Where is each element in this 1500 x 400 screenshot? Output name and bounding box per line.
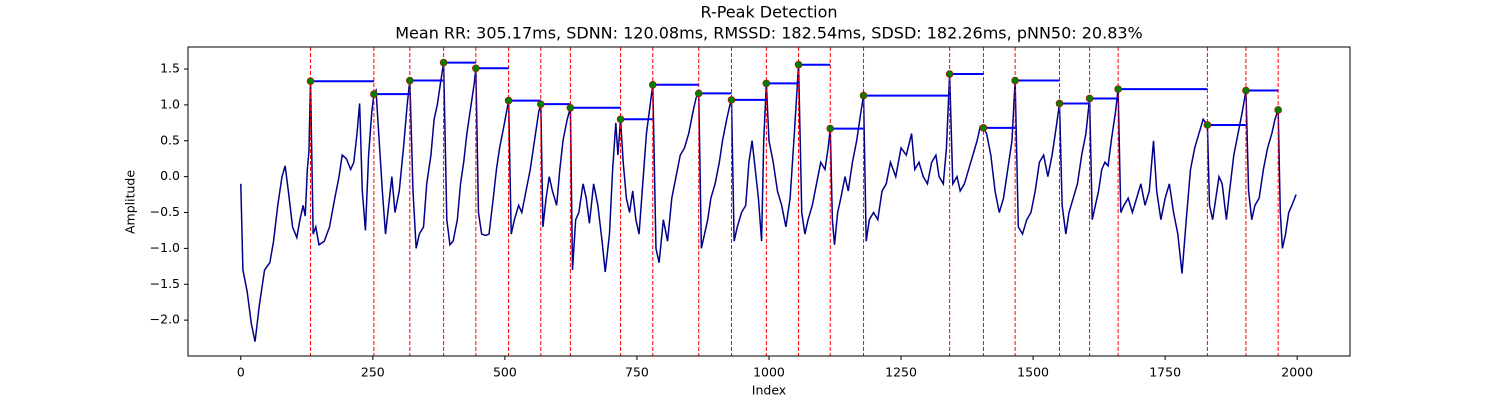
peak-marker: [537, 100, 545, 108]
x-tick-label: 750: [625, 365, 649, 380]
chart-title: R-Peak Detection: [700, 3, 837, 22]
y-tick-label: 0.5: [160, 132, 180, 147]
peak-marker: [1085, 94, 1094, 103]
x-axis-label: Index: [752, 383, 786, 398]
y-tick-label: 1.0: [160, 96, 180, 111]
peak-marker: [694, 89, 703, 98]
x-tick-label: 500: [493, 365, 517, 380]
peak-marker: [472, 64, 480, 73]
y-tick-label: −0.5: [150, 204, 180, 219]
peak-marker: [406, 76, 414, 85]
x-tick-label: 2000: [1281, 365, 1313, 380]
peak-marker: [794, 60, 803, 69]
peak-marker: [1242, 86, 1250, 95]
peak-marker: [859, 91, 868, 100]
y-tick-label: −1.5: [150, 276, 180, 291]
peak-marker: [979, 124, 988, 132]
peak-marker: [945, 70, 954, 78]
peak-marker: [648, 81, 657, 89]
peak-marker: [762, 79, 771, 88]
signal-line: [240, 62, 1297, 342]
y-tick-label: 0.0: [160, 168, 180, 183]
x-tick-label: 250: [361, 365, 385, 380]
peak-marker: [616, 115, 625, 124]
peak-marker: [1114, 85, 1122, 93]
chart-subtitle: Mean RR: 305.17ms, SDNN: 120.08ms, RMSSD…: [395, 24, 1143, 43]
plot-frame: [187, 46, 1351, 357]
peak-marker: [370, 90, 378, 98]
x-tick-label: 1250: [885, 365, 917, 380]
y-tick-label: −2.0: [150, 312, 180, 327]
peak-marker: [1055, 99, 1064, 108]
x-tick-label: 0: [237, 365, 245, 380]
peak-marker: [1011, 76, 1019, 85]
peak-marker: [1203, 121, 1212, 129]
y-tick-label: −1.0: [150, 240, 180, 255]
y-axis-label: Amplitude: [123, 170, 138, 234]
peak-marker: [504, 96, 513, 105]
x-tick-label: 1000: [753, 365, 785, 380]
peak-marker: [826, 124, 835, 133]
peak-marker: [566, 103, 575, 112]
peak-marker: [1274, 106, 1282, 114]
x-tick-label: 1500: [1017, 365, 1049, 380]
peak-marker: [439, 58, 448, 67]
peak-marker: [727, 96, 736, 104]
y-tick-label: 1.5: [160, 61, 180, 76]
x-tick-label: 1750: [1149, 365, 1181, 380]
peak-marker: [306, 77, 315, 86]
